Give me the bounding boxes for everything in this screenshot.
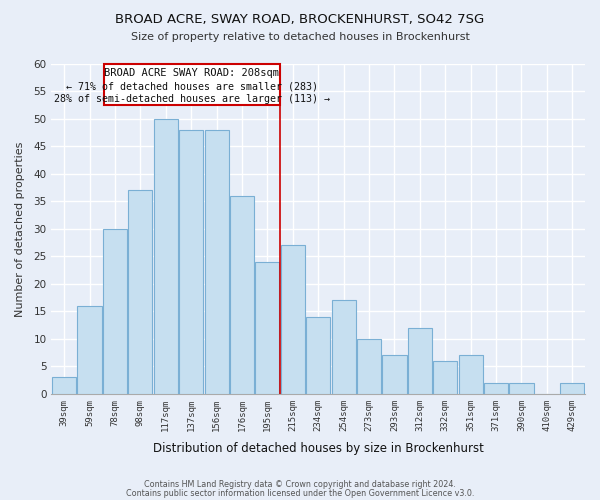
Bar	[382, 356, 407, 394]
Bar	[458, 356, 483, 394]
Bar	[484, 383, 508, 394]
Text: BROAD ACRE SWAY ROAD: 208sqm: BROAD ACRE SWAY ROAD: 208sqm	[104, 68, 279, 78]
Bar	[77, 306, 101, 394]
Bar	[433, 361, 457, 394]
Bar	[52, 378, 76, 394]
Bar	[306, 317, 330, 394]
Bar	[357, 339, 381, 394]
Bar	[103, 229, 127, 394]
Bar	[256, 262, 280, 394]
X-axis label: Distribution of detached houses by size in Brockenhurst: Distribution of detached houses by size …	[153, 442, 484, 455]
Text: Contains public sector information licensed under the Open Government Licence v3: Contains public sector information licen…	[126, 488, 474, 498]
Text: 28% of semi-detached houses are larger (113) →: 28% of semi-detached houses are larger (…	[53, 94, 329, 104]
Text: BROAD ACRE, SWAY ROAD, BROCKENHURST, SO42 7SG: BROAD ACRE, SWAY ROAD, BROCKENHURST, SO4…	[115, 12, 485, 26]
Bar	[560, 383, 584, 394]
Text: Size of property relative to detached houses in Brockenhurst: Size of property relative to detached ho…	[131, 32, 469, 42]
Text: ← 71% of detached houses are smaller (283): ← 71% of detached houses are smaller (28…	[65, 82, 317, 92]
Bar	[154, 119, 178, 394]
Bar	[332, 300, 356, 394]
Bar	[408, 328, 432, 394]
Bar	[509, 383, 533, 394]
FancyBboxPatch shape	[104, 64, 280, 105]
Bar	[179, 130, 203, 394]
Bar	[281, 246, 305, 394]
Text: Contains HM Land Registry data © Crown copyright and database right 2024.: Contains HM Land Registry data © Crown c…	[144, 480, 456, 489]
Y-axis label: Number of detached properties: Number of detached properties	[15, 141, 25, 316]
Bar	[128, 190, 152, 394]
Bar	[205, 130, 229, 394]
Bar	[230, 196, 254, 394]
